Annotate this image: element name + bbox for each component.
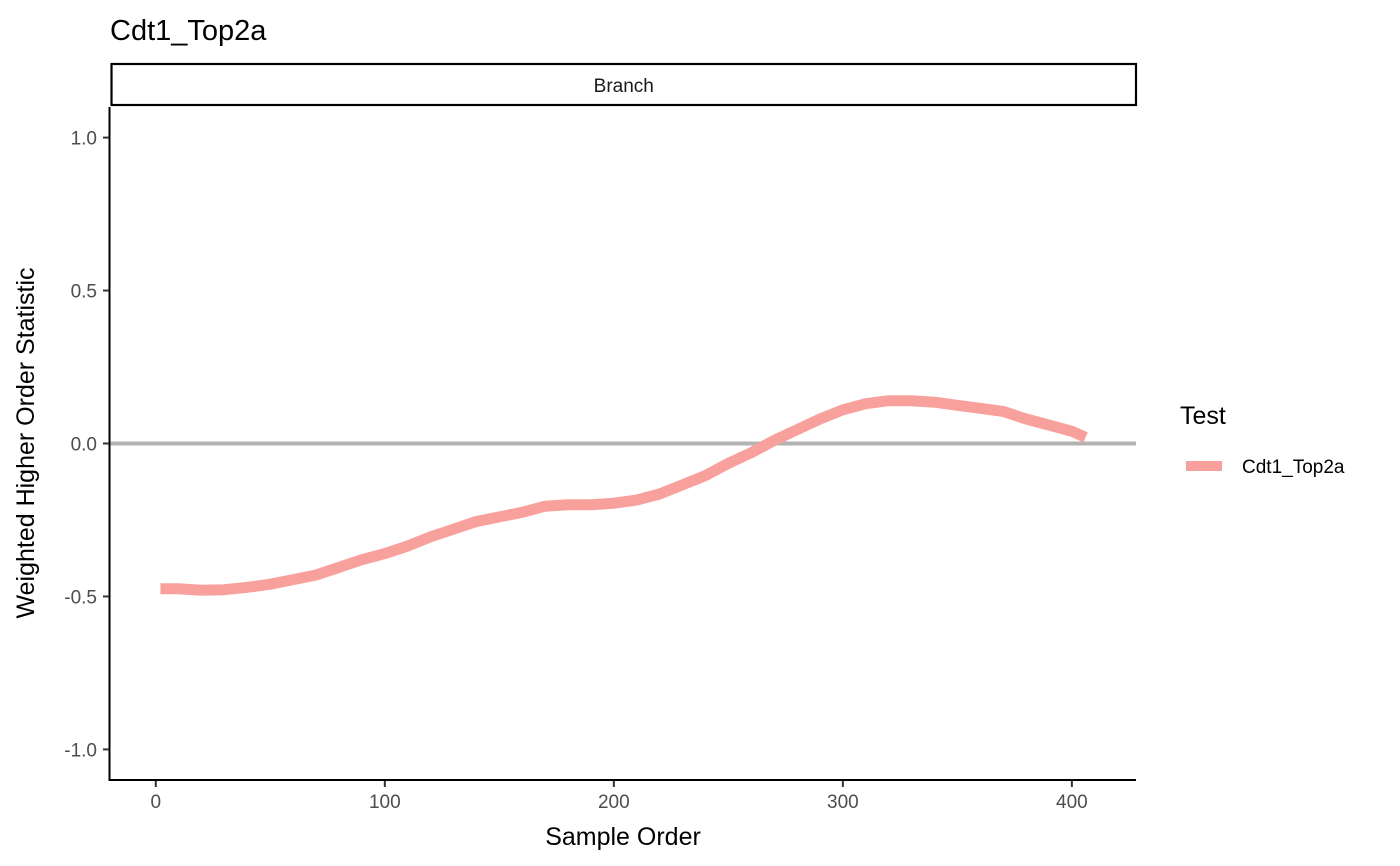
plot-area bbox=[110, 395, 1136, 596]
y-axis-label: Weighted Higher Order Statistic bbox=[12, 267, 40, 618]
x-ticks: 0 100 200 300 400 bbox=[151, 781, 1088, 813]
x-tick-label: 100 bbox=[369, 792, 401, 813]
chart-title: Cdt1_Top2a bbox=[110, 15, 267, 47]
x-tick-label: 200 bbox=[598, 792, 630, 813]
y-ticks: -1.0 -0.5 0.0 0.5 1.0 bbox=[64, 129, 109, 761]
y-tick-label: 1.0 bbox=[71, 129, 97, 150]
legend: Test Cdt1_Top2a bbox=[1180, 402, 1345, 478]
legend-title: Test bbox=[1180, 402, 1226, 430]
y-tick-label: 0.0 bbox=[71, 435, 97, 456]
x-tick-label: 300 bbox=[827, 792, 859, 813]
y-tick-label: -0.5 bbox=[64, 587, 97, 608]
facet-strip bbox=[110, 62, 1138, 107]
series-line-0 bbox=[160, 395, 1088, 596]
y-tick-label: 0.5 bbox=[71, 282, 97, 303]
facet-label: Branch bbox=[594, 76, 654, 97]
x-tick-label: 0 bbox=[151, 792, 162, 813]
y-tick-label: -1.0 bbox=[64, 740, 97, 761]
x-tick-label: 400 bbox=[1056, 792, 1088, 813]
x-axis-label: Sample Order bbox=[545, 823, 701, 851]
legend-label: Cdt1_Top2a bbox=[1242, 457, 1345, 478]
